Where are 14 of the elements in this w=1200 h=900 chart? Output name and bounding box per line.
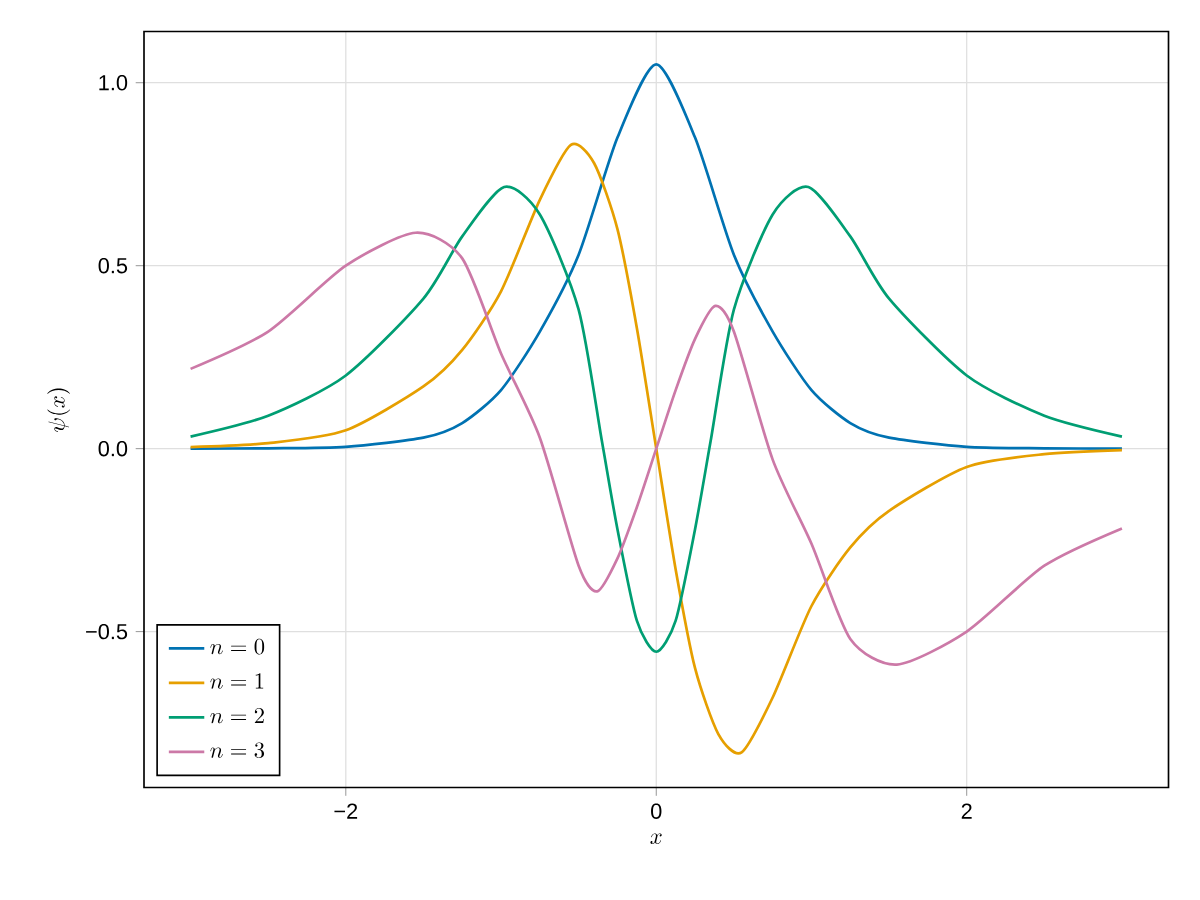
x-axis-title: $x$ [650,833,662,844]
legend-label: $n = 3$ [210,742,265,759]
line-series [189,63,1124,450]
legend-label: $n = 2$ [210,707,264,724]
y-axis-title: $\psi(x)$ [47,388,71,432]
y-tick-label: −0.5 [86,623,128,640]
x-tick-label: −2 [334,803,358,819]
y-tick-label: 1.0 [99,75,128,91]
y-tick-label: 0.5 [98,257,128,274]
x-tick-label: 2 [961,803,972,819]
legend-label: $n = 1$ [210,673,264,689]
x-tick-label: 0 [651,803,662,819]
legend-label: $n = 0$ [210,638,265,655]
y-tick-label: 0.0 [98,440,128,457]
